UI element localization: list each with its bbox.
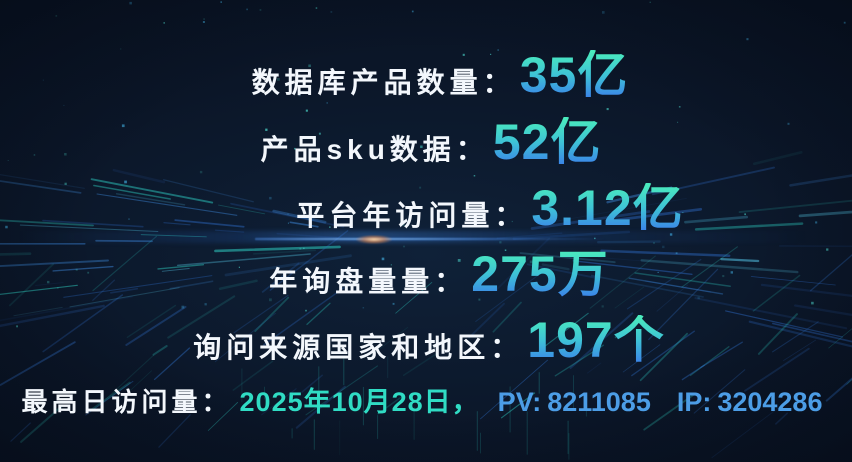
footer-peak-date: 2025年10月28日， [239, 387, 480, 417]
stat-row-inquiry-countries: 询问来源国家和地区： 197个 [193, 315, 664, 365]
stat-row-peak-daily-visits: 最高日访问量： 2025年10月28日， PV: 8211085 IP: 32042… [21, 387, 823, 418]
stat-value: 3.12亿 [531, 183, 683, 233]
stat-unit: 亿 [577, 47, 629, 103]
stat-value: 275万 [471, 249, 608, 299]
stat-number: 275 [471, 246, 558, 302]
stat-label: 数据库产品数量： [251, 67, 516, 98]
footer-label: 最高日访问量： [21, 387, 232, 417]
stat-row-annual-visits: 平台年访问量： 3.12亿 [296, 183, 683, 233]
ip-label: IP: [676, 387, 712, 417]
stat-row-product-sku: 产品sku数据： 52亿 [261, 117, 602, 167]
pv-label: PV: [497, 387, 542, 417]
footer-pv-stat: PV: 8211085 [497, 387, 651, 418]
stat-row-annual-inquiries: 年询盘量量： 275万 [269, 249, 608, 299]
stat-number: 35 [519, 47, 578, 103]
stat-value: 35亿 [520, 50, 629, 100]
pv-value: 8211085 [547, 387, 651, 417]
stat-label: 产品sku数据： [260, 134, 489, 165]
stat-value: 197个 [527, 315, 664, 365]
ip-value: 3204286 [717, 387, 823, 417]
stat-unit: 亿 [632, 180, 684, 236]
stat-number: 3.12 [531, 180, 633, 236]
stat-number: 197 [527, 312, 614, 368]
stat-label: 年询盘量量： [269, 266, 468, 297]
footer-ip-stat: IP: 3204286 [676, 387, 823, 418]
stat-label: 平台年访问量： [296, 200, 528, 231]
stat-unit: 亿 [550, 114, 602, 170]
stat-label: 询问来源国家和地区： [193, 332, 524, 363]
stat-row-database-products: 数据库产品数量： 35亿 [252, 50, 629, 100]
stat-unit: 个 [613, 312, 665, 368]
stat-value: 52亿 [493, 117, 602, 167]
stat-number: 52 [492, 114, 551, 170]
stat-unit: 万 [557, 246, 609, 302]
